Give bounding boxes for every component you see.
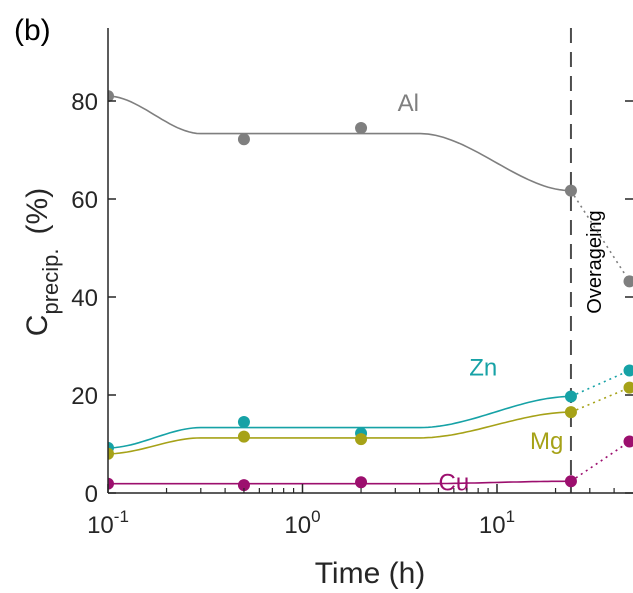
- y-tick-label: 0: [85, 481, 98, 508]
- fit-curve-mg: [108, 411, 572, 455]
- series-label-mg: Mg: [530, 428, 563, 455]
- data-point-zn: [564, 390, 577, 403]
- data-point-mg: [355, 433, 368, 446]
- y-ticks: 0 20 40 60 80: [71, 89, 633, 508]
- data-point-mg: [237, 430, 250, 443]
- x-ticks: 10-1 100 101: [87, 484, 615, 539]
- series-label-zn: Zn: [469, 354, 497, 381]
- data-point-al: [623, 275, 633, 288]
- data-point-al: [355, 121, 368, 134]
- y-axis-label-main: C: [21, 315, 54, 337]
- y-axis-label-sub: precip.: [38, 248, 63, 314]
- data-point-mg: [564, 406, 577, 419]
- y-tick-label: 40: [71, 285, 98, 312]
- data-point-cu: [564, 475, 577, 488]
- fit-curve-cu: [108, 480, 571, 485]
- fit-curve-al: [108, 95, 572, 192]
- data-point-al: [108, 90, 114, 103]
- x-tick-label: 101: [479, 507, 515, 539]
- y-axis-label: Cprecip. (%): [21, 188, 63, 336]
- overageing-trend-cu: [570, 440, 630, 482]
- series-label-al: Al: [398, 90, 419, 117]
- fit-curve-zn: [108, 395, 571, 449]
- x-axis-label: Time (h): [315, 557, 426, 590]
- x-tick-label: 100: [284, 507, 320, 539]
- data-point-cu: [623, 435, 633, 448]
- x-tick-label: 10-1: [87, 507, 129, 539]
- data-point-zn: [237, 415, 250, 428]
- data-point-cu: [108, 477, 114, 490]
- y-tick-label: 20: [71, 383, 98, 410]
- y-tick-label: 80: [71, 89, 98, 116]
- svg-text:Cprecip.(%): Cprecip. (%): [21, 188, 63, 336]
- data-point-al: [564, 184, 577, 197]
- data-point-cu: [355, 476, 368, 489]
- data-point-mg: [108, 447, 114, 460]
- data-point-mg: [623, 381, 633, 394]
- y-tick-label: 60: [71, 187, 98, 214]
- data-point-cu: [237, 479, 250, 492]
- y-axis-label-unit: (%): [21, 188, 54, 235]
- data-point-al: [237, 133, 250, 146]
- overageing-label: Overageing: [584, 210, 606, 313]
- overageing-trend-zn: [570, 369, 630, 398]
- data-point-zn: [623, 364, 633, 377]
- panel-label: (b): [14, 14, 51, 47]
- overageing-trend-mg: [570, 386, 630, 413]
